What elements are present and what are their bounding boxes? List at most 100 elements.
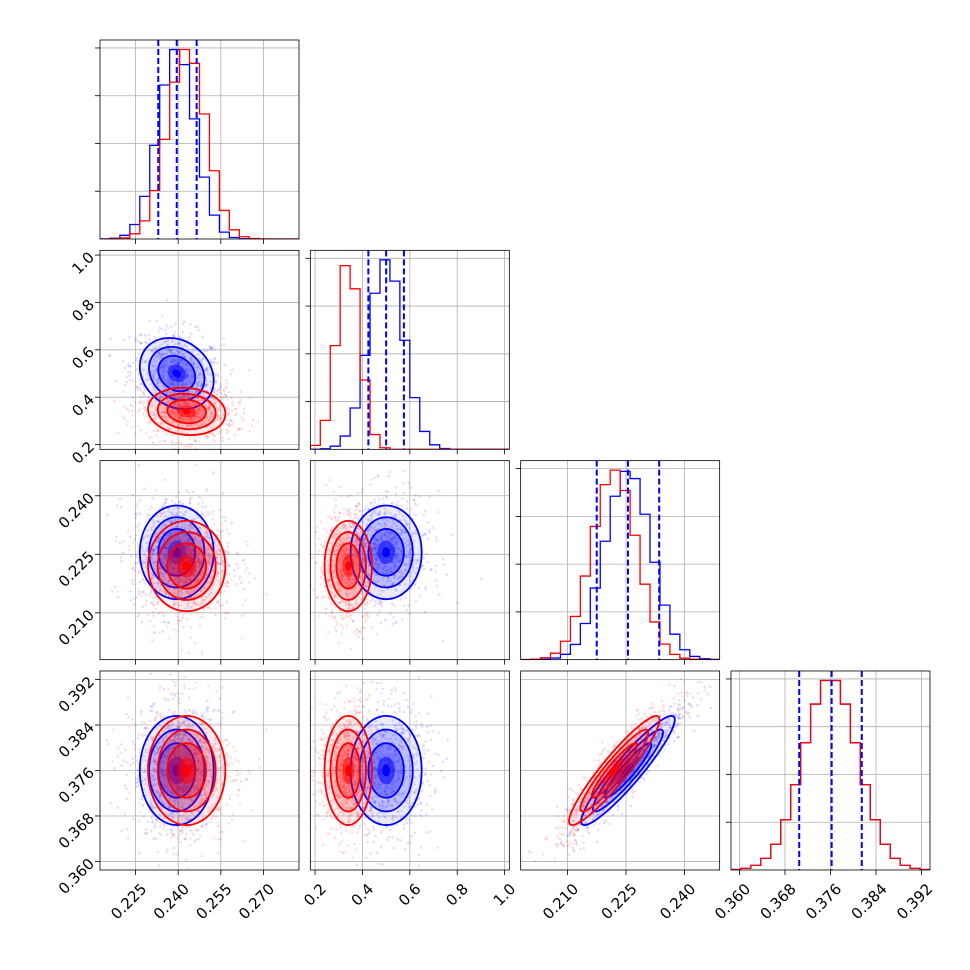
scatter-point — [223, 389, 226, 393]
scatter-point — [390, 525, 394, 529]
scatter-point — [344, 538, 347, 541]
scatter-point — [339, 572, 342, 575]
scatter-point — [343, 600, 347, 604]
scatter-point — [347, 600, 351, 603]
scatter-point — [207, 407, 211, 410]
scatter-point — [159, 770, 163, 774]
scatter-point — [144, 565, 148, 569]
scatter-point — [376, 542, 380, 546]
scatter-point — [173, 391, 176, 394]
scatter-point — [437, 489, 440, 493]
scatter-point — [151, 441, 155, 445]
scatter-point — [346, 584, 349, 588]
scatter-point — [135, 562, 138, 565]
scatter-point — [397, 576, 401, 579]
scatter-point — [339, 527, 343, 530]
scatter-point — [202, 598, 205, 602]
scatter-point — [324, 607, 328, 611]
scatter-point — [149, 410, 153, 414]
scatter-point — [169, 360, 173, 363]
scatter-point — [173, 799, 177, 803]
scatter-point — [210, 607, 213, 611]
scatter-point — [383, 564, 387, 568]
scatter-point — [161, 780, 165, 784]
scatter-point — [229, 419, 233, 422]
scatter-point — [146, 548, 149, 552]
contour-line-0 — [138, 337, 215, 410]
scatter-point — [148, 533, 152, 537]
scatter-point — [362, 559, 366, 563]
scatter-point — [155, 355, 159, 358]
scatter-point — [216, 561, 220, 565]
scatter-point — [186, 753, 189, 757]
scatter-point — [390, 537, 394, 541]
scatter-point — [167, 723, 171, 726]
scatter-point — [356, 559, 359, 563]
scatter-point — [151, 576, 154, 580]
scatter-point — [372, 542, 376, 546]
scatter-point — [207, 592, 211, 596]
scatter-point — [134, 512, 138, 516]
scatter-point — [335, 532, 338, 536]
scatter-point — [115, 504, 119, 507]
scatter-point — [163, 501, 166, 505]
scatter-point — [144, 432, 148, 435]
scatter-point — [224, 738, 227, 742]
scatter-point — [212, 356, 216, 360]
scatter-point — [375, 633, 379, 636]
scatter-point — [208, 536, 211, 540]
scatter-point — [190, 812, 194, 815]
scatter-point — [205, 708, 209, 712]
scatter-point — [144, 759, 148, 762]
scatter-point — [338, 573, 341, 577]
scatter-point — [188, 578, 192, 581]
scatter-point — [185, 581, 189, 584]
scatter-point — [176, 787, 179, 791]
scatter-point — [156, 378, 160, 381]
scatter-point — [150, 402, 153, 405]
scatter-point — [156, 416, 160, 419]
scatter-point — [379, 535, 383, 538]
scatter-point — [213, 440, 217, 443]
scatter-point — [348, 513, 351, 516]
scatter-point — [337, 531, 341, 534]
scatter-point — [162, 511, 166, 515]
scatter-point — [388, 570, 392, 574]
scatter-point — [127, 362, 130, 365]
scatter-point — [355, 600, 358, 604]
scatter-point — [167, 398, 171, 402]
scatter-point — [174, 415, 178, 419]
scatter-point — [185, 363, 189, 367]
scatter-point — [187, 338, 190, 342]
scatter-point — [133, 537, 137, 541]
scatter-point — [166, 326, 170, 330]
scatter-point — [398, 575, 402, 578]
scatter-point — [190, 745, 193, 749]
scatter-point — [386, 530, 390, 534]
scatter-point — [105, 513, 109, 517]
scatter-point — [219, 529, 223, 533]
scatter-point — [316, 553, 320, 556]
scatter-point — [154, 369, 157, 372]
scatter-point — [426, 520, 430, 524]
scatter-point — [196, 365, 199, 369]
scatter-point — [383, 525, 387, 529]
scatter-point — [404, 555, 408, 559]
scatter-point — [178, 415, 181, 419]
scatter-point — [380, 589, 383, 593]
scatter-point — [202, 607, 206, 611]
scatter-point — [363, 541, 367, 544]
scatter-point — [339, 561, 342, 565]
scatter-point — [192, 599, 195, 603]
scatter-point — [401, 530, 404, 534]
scatter-point — [353, 557, 357, 561]
scatter-point — [205, 550, 208, 553]
scatter-point — [164, 755, 167, 758]
scatter-point — [158, 394, 162, 397]
scatter-point — [403, 597, 407, 600]
scatter-point — [210, 425, 213, 429]
scatter-point — [209, 561, 213, 565]
scatter-point — [126, 529, 130, 533]
scatter-point — [162, 457, 165, 460]
scatter-point — [195, 612, 199, 615]
